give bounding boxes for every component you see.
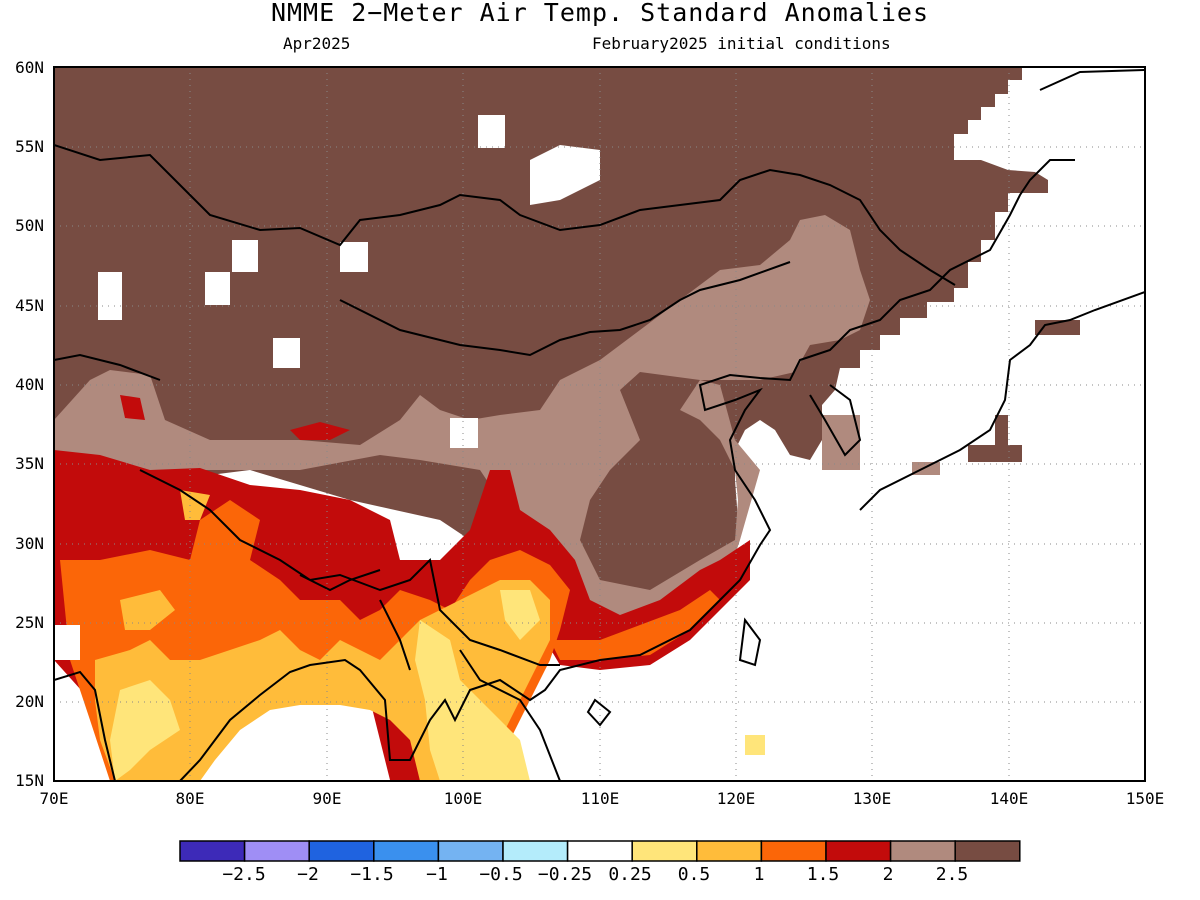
- colorbar-swatch: [437, 840, 504, 862]
- lon-label: 80E: [175, 789, 205, 808]
- colorbar-label: 2.5: [935, 864, 969, 885]
- japan-coastline: [586, 291, 1145, 727]
- anomaly-region-1.5-small: [120, 395, 350, 440]
- lat-label: 20N: [15, 692, 44, 711]
- anomaly-region-2.5: [54, 67, 1048, 650]
- colorbar-swatch: [760, 840, 827, 862]
- lon-label: 150E: [1125, 789, 1165, 808]
- anomaly-region-2-korea: [822, 415, 940, 475]
- initial-conditions-label: February2025 initial conditions: [592, 34, 891, 53]
- colorbar-swatch: [179, 840, 246, 862]
- valid-month-label: Apr2025: [283, 34, 351, 53]
- colorbar-swatch: [502, 840, 569, 862]
- lon-label: 70E: [39, 789, 69, 808]
- anomaly-region-2.5-japan: [968, 320, 1080, 462]
- colorbar-swatch: [825, 840, 892, 862]
- lat-label: 55N: [15, 137, 44, 156]
- anomaly-region-1-east: [550, 590, 720, 660]
- colorbar-swatch: [696, 840, 763, 862]
- colorbar-label: 2: [882, 864, 894, 885]
- country-borders: [54, 144, 956, 781]
- map-title: NMME 2−Meter Air Temp. Standard Anomalie…: [270, 0, 930, 27]
- colorbar-label: −0.5: [479, 864, 523, 885]
- colorbar-label: −0.25: [537, 864, 593, 885]
- anomaly-region-0.5-north: [120, 490, 210, 630]
- colorbar: [179, 840, 1021, 862]
- lon-label: 90E: [312, 789, 342, 808]
- colorbar-label: 1.5: [806, 864, 840, 885]
- lon-label: 120E: [716, 789, 756, 808]
- map-frame: [53, 66, 1146, 782]
- colorbar-label: 1: [753, 864, 765, 885]
- lat-label: 40N: [15, 375, 44, 394]
- lon-label: 130E: [852, 789, 892, 808]
- colorbar-label: −2.5: [222, 864, 266, 885]
- colorbar-label: 0.25: [608, 864, 652, 885]
- lat-label: 25N: [15, 613, 44, 632]
- coastline: [54, 69, 1145, 781]
- lat-label: 30N: [15, 534, 44, 553]
- anomaly-region-neutral: [54, 115, 600, 660]
- lat-label: 50N: [15, 216, 44, 235]
- colorbar-swatch: [889, 840, 956, 862]
- lat-label: 60N: [15, 58, 44, 77]
- anomaly-region-0.25: [110, 590, 765, 781]
- lat-label: 15N: [15, 771, 44, 790]
- colorbar-swatch: [243, 840, 310, 862]
- lat-label: 35N: [15, 454, 44, 473]
- colorbar-label: 0.5: [677, 864, 711, 885]
- colorbar-label: −2: [297, 864, 319, 885]
- colorbar-swatch: [954, 840, 1021, 862]
- colorbar-swatch: [308, 840, 375, 862]
- colorbar-label: −1: [426, 864, 448, 885]
- lon-label: 100E: [443, 789, 483, 808]
- lon-label: 140E: [989, 789, 1029, 808]
- lat-label: 45N: [15, 296, 44, 315]
- colorbar-label: −1.5: [350, 864, 394, 885]
- colorbar-swatch: [566, 840, 633, 862]
- lon-label: 110E: [580, 789, 620, 808]
- colorbar-swatch: [373, 840, 440, 862]
- colorbar-swatch: [631, 840, 698, 862]
